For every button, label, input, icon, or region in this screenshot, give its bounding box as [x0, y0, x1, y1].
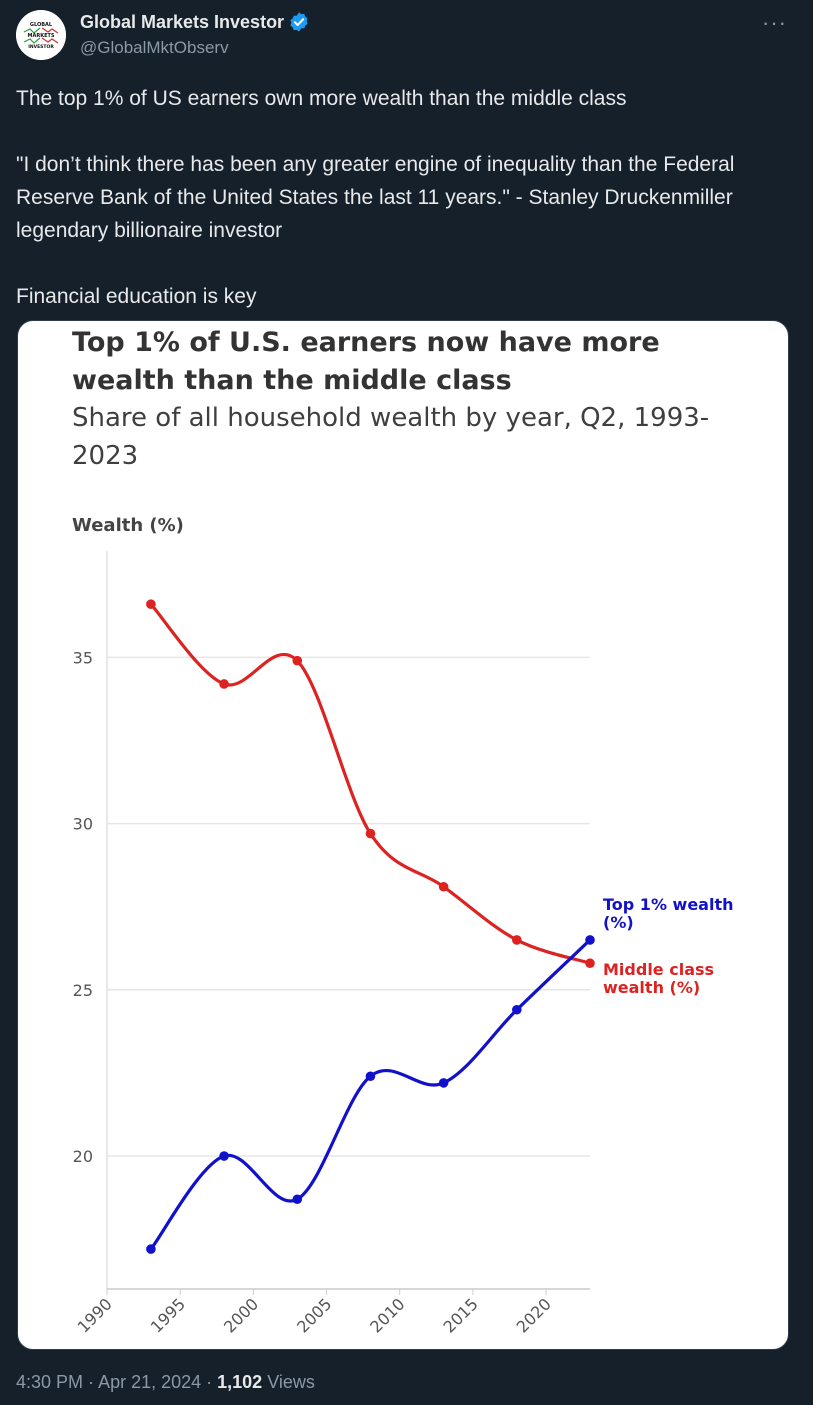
footer-separator: ·	[83, 1372, 99, 1392]
x-tick-label: 2010	[366, 1294, 408, 1336]
series-label-line: Middle class	[603, 960, 714, 979]
data-point	[292, 655, 303, 666]
tweet-time[interactable]: 4:30 PM	[16, 1372, 84, 1392]
more-options-icon[interactable]: ···	[762, 10, 787, 35]
x-tick-label: 2020	[513, 1294, 555, 1336]
chart-subtitle: Share of all household wealth by year, Q…	[72, 403, 710, 471]
axes: 20 25 30 35 1990 1995 2000 2005 2010 2015 2020	[73, 551, 590, 1337]
x-tick-label: 1990	[74, 1294, 116, 1336]
tweet-paragraph: The top 1% of US earners own more wealth…	[16, 87, 627, 110]
display-name-row: Global Markets Investor	[80, 11, 310, 33]
verified-badge-icon[interactable]	[288, 11, 310, 33]
series-label-line: Top 1% wealth	[603, 895, 734, 914]
tweet-text: The top 1% of US earners own more wealth…	[16, 82, 796, 313]
avatar-logo: GLOBAL MARKETS INVESTOR	[16, 10, 66, 60]
data-point	[365, 1071, 376, 1082]
data-point	[365, 828, 376, 839]
x-tick-label: 1995	[147, 1294, 189, 1336]
data-point	[585, 958, 595, 969]
data-point	[292, 1194, 303, 1205]
chart-title: Top 1% of U.S. earners now have more wea…	[72, 327, 660, 396]
x-tick-label: 2015	[440, 1294, 482, 1336]
y-tick-label: 25	[73, 981, 93, 1000]
avatar-text-3: INVESTOR	[28, 44, 54, 50]
tweet-footer: 4:30 PM · Apr 21, 2024 · 1,102 Views	[16, 1372, 315, 1393]
y-axis-label: Wealth (%)	[72, 515, 184, 536]
x-tick-label: 2005	[293, 1294, 335, 1336]
data-point	[438, 1078, 449, 1088]
data-point	[146, 599, 156, 609]
data-point	[585, 935, 595, 945]
tweet-date[interactable]: Apr 21, 2024	[98, 1372, 202, 1392]
tweet-header: GLOBAL MARKETS INVESTOR Global Markets I…	[16, 10, 797, 66]
y-tick-label: 35	[73, 648, 93, 667]
data-point	[219, 679, 229, 689]
avatar[interactable]: GLOBAL MARKETS INVESTOR	[16, 10, 66, 60]
avatar-text-2: MARKETS	[28, 33, 55, 39]
avatar-text-1: GLOBAL	[30, 22, 53, 28]
tweet-paragraph: Financial education is key	[16, 285, 257, 308]
series-label-line: (%)	[603, 913, 634, 932]
y-tick-label: 20	[73, 1147, 93, 1166]
grid-lines	[107, 656, 590, 1157]
series-line-top-1pct	[149, 938, 592, 1251]
series-lines	[146, 599, 595, 1254]
author-names: Global Markets Investor @GlobalMktObserv	[80, 11, 310, 58]
author-handle[interactable]: @GlobalMktObserv	[80, 38, 229, 57]
y-tick-label: 30	[73, 815, 93, 834]
data-point	[438, 881, 449, 892]
data-point	[219, 1151, 229, 1161]
tweet-paragraph: "I don’t think there has been any greate…	[16, 153, 735, 242]
data-point	[512, 935, 522, 945]
x-tick-label: 2000	[220, 1294, 262, 1336]
data-point	[146, 1244, 156, 1254]
series-label-line: wealth (%)	[603, 978, 700, 997]
footer-separator: ·	[201, 1372, 218, 1392]
data-point	[512, 1004, 522, 1015]
views-count: 1,102	[217, 1372, 263, 1392]
views-label: Views	[262, 1372, 315, 1392]
display-name[interactable]: Global Markets Investor	[80, 11, 285, 32]
media-card-chart[interactable]: Top 1% of U.S. earners now have more wea…	[17, 320, 789, 1350]
